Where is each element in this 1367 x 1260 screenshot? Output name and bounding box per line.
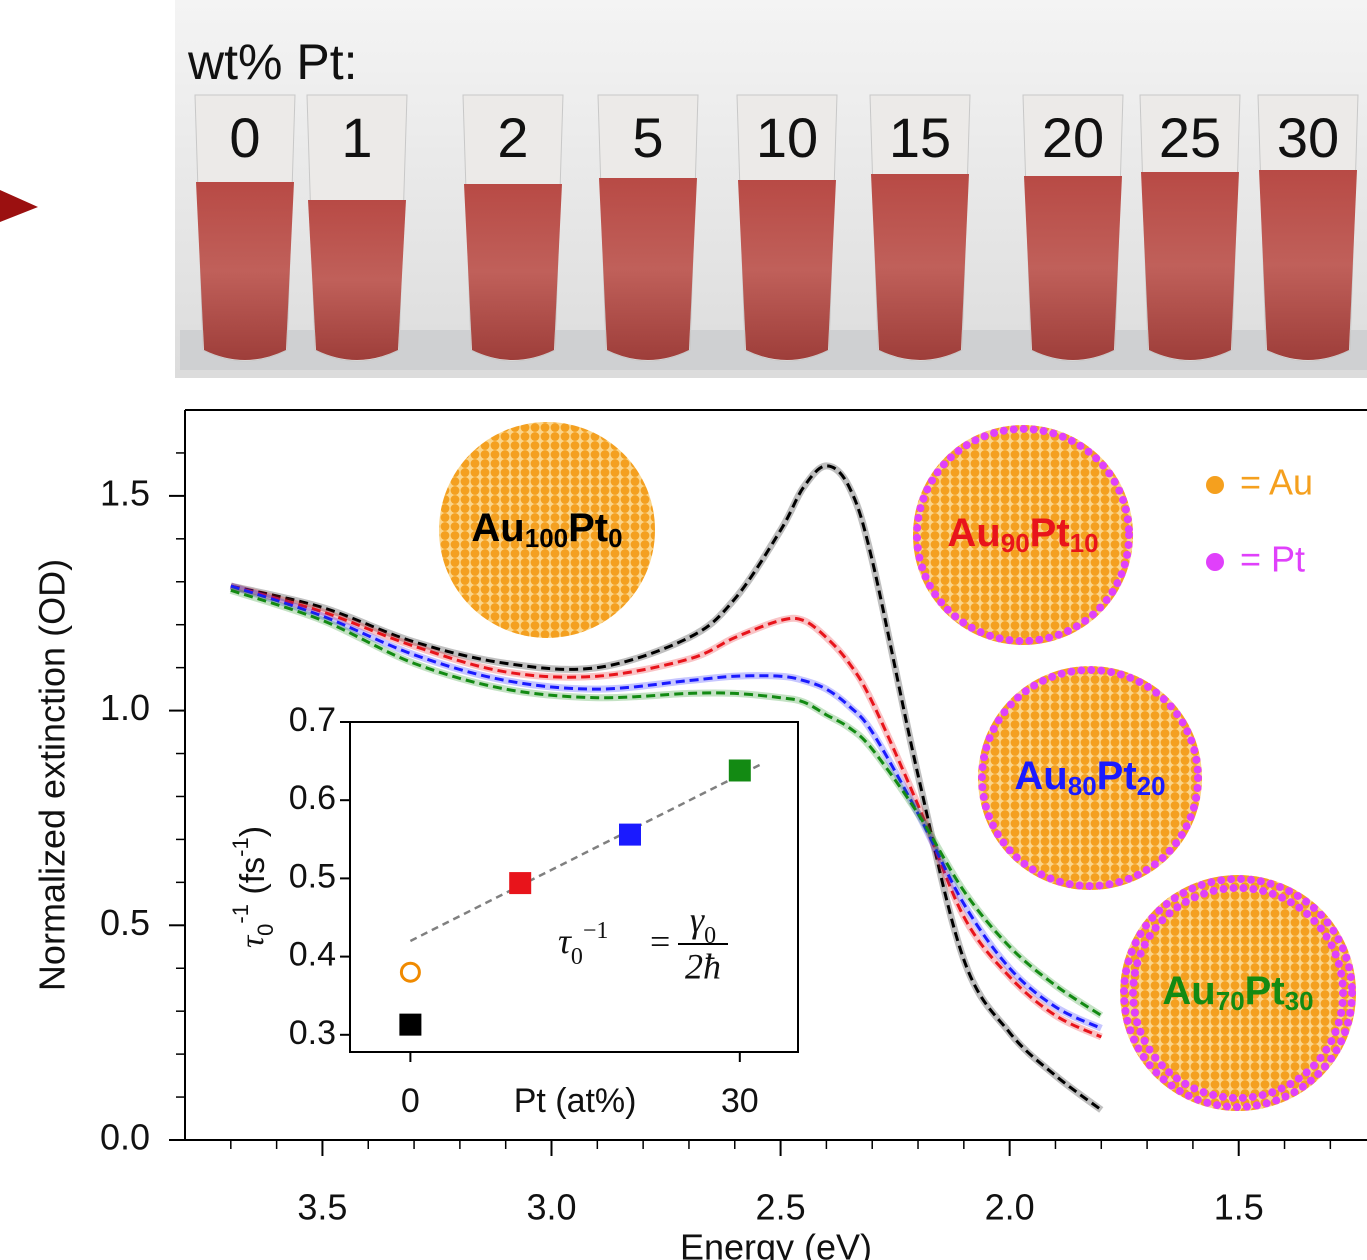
formula-equals: = — [650, 921, 670, 961]
inset-y-tick-label: 0.5 — [289, 857, 336, 895]
tube-label: 1 — [341, 106, 372, 169]
label-text: Pt — [1097, 754, 1137, 798]
label-subscript: 70 — [1216, 986, 1245, 1016]
x-tick-label: 2.0 — [985, 1187, 1035, 1228]
label-subscript: 30 — [1285, 986, 1314, 1016]
label-part: (fs — [234, 857, 272, 904]
y-tick-label: 1.5 — [100, 472, 150, 513]
inset-x-axis-label: Pt (at%) — [514, 1082, 637, 1120]
tube-label: 25 — [1159, 106, 1221, 169]
formula-part: τ — [558, 921, 572, 961]
formula-denominator: 2ħ — [685, 946, 721, 986]
label-part: -1 — [228, 904, 253, 924]
y-tick-label: 0.0 — [100, 1117, 150, 1158]
y-axis-label: Normalized extinction (OD) — [32, 559, 73, 991]
point — [729, 759, 751, 781]
x-tick-label: 2.5 — [756, 1187, 806, 1228]
y-tick-label: 0.5 — [100, 902, 150, 943]
inset-y-tick-label: 0.4 — [289, 936, 336, 974]
label-text: Au — [1162, 969, 1215, 1013]
label-text: Pt — [568, 506, 608, 550]
photo-title: wt% Pt: — [187, 34, 357, 90]
inset-x-tick-label: 30 — [721, 1082, 759, 1120]
x-axis-label: Energy (eV) — [680, 1227, 872, 1260]
legend-label: = Au — [1240, 462, 1313, 503]
legend-marker — [1206, 476, 1224, 494]
label-text: Pt — [1030, 511, 1070, 555]
formula-part: γ — [690, 900, 705, 940]
label-part: -1 — [228, 837, 253, 857]
label-text: Au — [1014, 754, 1067, 798]
tube-label: 10 — [756, 106, 818, 169]
tube-liquid — [871, 174, 969, 360]
point — [619, 824, 641, 846]
x-tick-label: 3.5 — [297, 1187, 347, 1228]
tube-label: 2 — [497, 106, 528, 169]
label-subscript: 10 — [1070, 528, 1099, 558]
tube-liquid — [1259, 170, 1357, 360]
label-text: Au — [947, 511, 1000, 555]
legend-marker — [1206, 553, 1224, 571]
legend-label: = Pt — [1240, 539, 1305, 580]
x-tick-label: 1.5 — [1214, 1187, 1264, 1228]
label-subscript: 0 — [608, 523, 622, 553]
tube-label: 30 — [1277, 106, 1339, 169]
label-part: ) — [234, 826, 272, 837]
label-text: Pt — [1245, 969, 1285, 1013]
inset-y-axis-label: τ0-1 (fs-1) — [228, 826, 278, 948]
label-subscript: 80 — [1068, 771, 1097, 801]
tube-liquid — [464, 184, 562, 360]
point — [509, 872, 531, 894]
tube-label: 0 — [229, 106, 260, 169]
label-part: 0 — [253, 924, 278, 936]
formula-part: −1 — [583, 918, 609, 944]
tube-label: 20 — [1042, 106, 1104, 169]
tube-label: 5 — [632, 106, 663, 169]
inset-y-tick-label: 0.6 — [289, 779, 336, 817]
label-subscript: 100 — [525, 523, 568, 553]
label-subscript: 90 — [1001, 528, 1030, 558]
inset-x-tick-label: 0 — [401, 1082, 420, 1120]
tube-liquid — [1024, 176, 1122, 360]
formula-part: 0 — [571, 944, 583, 970]
x-tick-label: 3.0 — [526, 1187, 576, 1228]
y-tick-label: 1.0 — [100, 687, 150, 728]
point — [399, 1014, 421, 1036]
tube-liquid — [738, 180, 836, 360]
tube-liquid — [308, 200, 406, 360]
inset-y-tick-label: 0.3 — [289, 1014, 336, 1052]
tube-label: 15 — [889, 106, 951, 169]
tube-liquid — [196, 182, 294, 360]
label-subscript: 20 — [1137, 771, 1166, 801]
figure: 01251015202530 wt% Pt: 3.53.02.52.01.50.… — [0, 0, 1367, 1260]
label-text: Au — [471, 506, 524, 550]
arrow — [0, 190, 38, 222]
inset-y-tick-label: 0.7 — [289, 701, 336, 739]
tube-liquid — [1141, 172, 1239, 360]
tube-liquid — [599, 178, 697, 360]
